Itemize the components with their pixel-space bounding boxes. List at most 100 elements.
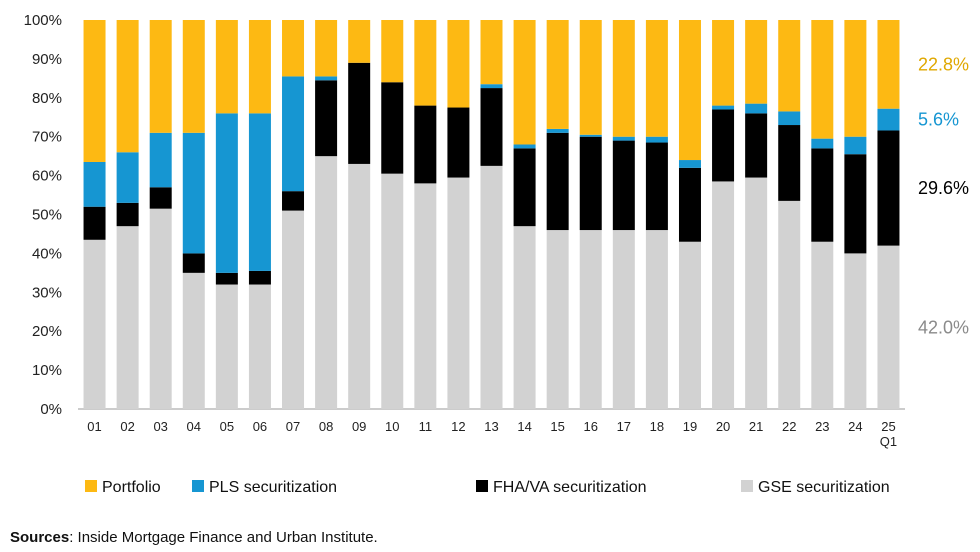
y-tick-label: 20% [32, 323, 62, 340]
bar-segment-fha-va-securitization [745, 113, 768, 178]
y-tick-label: 70% [32, 129, 62, 146]
bar-segment-portfolio [348, 20, 371, 63]
bar-segment-pls-securitization [612, 136, 635, 141]
y-tick-label: 0% [40, 401, 62, 418]
bar-segment-portfolio [248, 20, 271, 114]
bar-segment-portfolio [612, 20, 635, 137]
y-tick-label: 90% [32, 51, 62, 68]
source-text: : Inside Mortgage Finance and Urban Inst… [69, 529, 378, 546]
legend-swatch [85, 480, 97, 492]
bar-segment-gse-securitization [712, 181, 735, 409]
bar-segment-fha-va-securitization [116, 202, 139, 227]
bar-segment-pls-securitization [546, 128, 569, 133]
bar-segment-gse-securitization [282, 210, 305, 409]
bar-segment-gse-securitization [149, 208, 172, 409]
bar-segment-portfolio [778, 20, 801, 112]
legend-label: GSE securitization [758, 479, 890, 496]
bar-segment-pls-securitization [678, 160, 701, 168]
x-tick-label: 22 [782, 419, 796, 434]
bar-segment-gse-securitization [83, 239, 106, 409]
x-tick-label: 04 [187, 419, 201, 434]
bar-segment-fha-va-securitization [315, 80, 338, 157]
bar-segment-fha-va-securitization [546, 132, 569, 231]
bar-segment-fha-va-securitization [282, 191, 305, 211]
bar-segment-pls-securitization [645, 136, 668, 143]
bar-segment-fha-va-securitization [149, 187, 172, 209]
y-tick-label: 100% [24, 12, 62, 29]
x-tick-label: 24 [848, 419, 862, 434]
end-label: 5.6% [918, 110, 959, 130]
x-tick-label: 23 [815, 419, 829, 434]
bar-segment-fha-va-securitization [579, 136, 602, 231]
x-tick-label: 03 [153, 419, 167, 434]
bar-segment-gse-securitization [315, 156, 338, 409]
bar-segment-portfolio [844, 20, 867, 137]
x-tick-label: 08 [319, 419, 333, 434]
bar-segment-pls-securitization [282, 76, 305, 192]
bar-segment-fha-va-securitization [778, 125, 801, 201]
bar-segment-gse-securitization [645, 230, 668, 409]
bar-segment-portfolio [83, 20, 106, 162]
bar-segment-gse-securitization [348, 163, 371, 409]
bar-segment-gse-securitization [579, 230, 602, 409]
x-tick-label: 17 [617, 419, 631, 434]
bar-segment-portfolio [447, 20, 470, 108]
bar-segment-pls-securitization [315, 76, 338, 81]
bar-segment-pls-securitization [480, 84, 503, 89]
bar-segment-pls-securitization [712, 105, 735, 110]
bar-segment-portfolio [877, 20, 900, 109]
bar-segment-fha-va-securitization [712, 109, 735, 182]
end-label: 29.6% [918, 178, 969, 198]
bar-segment-portfolio [645, 20, 668, 137]
bar-segment-fha-va-securitization [480, 88, 503, 166]
bar-segment-pls-securitization [182, 132, 205, 254]
bar-segment-portfolio [381, 20, 404, 83]
y-tick-label: 40% [32, 245, 62, 262]
bar-segment-pls-securitization [811, 138, 834, 149]
bar-segment-gse-securitization [480, 165, 503, 409]
bar-segment-portfolio [811, 20, 834, 139]
bar-segment-gse-securitization [546, 230, 569, 409]
bar-segment-pls-securitization [215, 113, 238, 273]
bar-segment-gse-securitization [248, 284, 271, 409]
bar-segment-gse-securitization [877, 245, 900, 409]
bar-segment-gse-securitization [182, 272, 205, 409]
bar-segment-fha-va-securitization [248, 270, 271, 285]
bar-segment-portfolio [480, 20, 503, 85]
bar-segment-gse-securitization [778, 200, 801, 409]
x-tick-sublabel: Q1 [880, 434, 897, 449]
bar-segment-fha-va-securitization [215, 272, 238, 285]
x-tick-label: 01 [87, 419, 101, 434]
bar-segment-pls-securitization [248, 113, 271, 271]
x-tick-label: 21 [749, 419, 763, 434]
bar-segment-fha-va-securitization [844, 154, 867, 254]
bar-segment-portfolio [712, 20, 735, 106]
legend-swatch [476, 480, 488, 492]
bar-segment-fha-va-securitization [182, 253, 205, 273]
bar-segment-fha-va-securitization [678, 167, 701, 242]
legend-label: PLS securitization [209, 479, 337, 496]
x-tick-label: 14 [517, 419, 531, 434]
x-tick-label: 07 [286, 419, 300, 434]
bar-segment-fha-va-securitization [83, 206, 106, 240]
bar-segment-gse-securitization [678, 241, 701, 409]
legend-swatch [192, 480, 204, 492]
bar-segment-fha-va-securitization [447, 107, 470, 178]
legend-swatch [741, 480, 753, 492]
bar-segment-portfolio [414, 20, 437, 106]
x-tick-label: 25 [881, 419, 895, 434]
bar-segment-gse-securitization [612, 230, 635, 409]
bar-segment-fha-va-securitization [381, 82, 404, 174]
bar-segment-fha-va-securitization [645, 142, 668, 231]
source-label: Sources [10, 529, 70, 546]
x-tick-label: 11 [419, 419, 433, 434]
bar-segment-gse-securitization [447, 177, 470, 409]
bar-segment-fha-va-securitization [612, 140, 635, 231]
y-tick-label: 60% [32, 168, 62, 185]
bar-segment-portfolio [282, 20, 305, 77]
x-tick-label: 20 [716, 419, 730, 434]
bar-segment-gse-securitization [844, 253, 867, 409]
legend-label: FHA/VA securitization [493, 479, 647, 496]
x-tick-label: 12 [451, 419, 465, 434]
bar-segment-portfolio [149, 20, 172, 133]
